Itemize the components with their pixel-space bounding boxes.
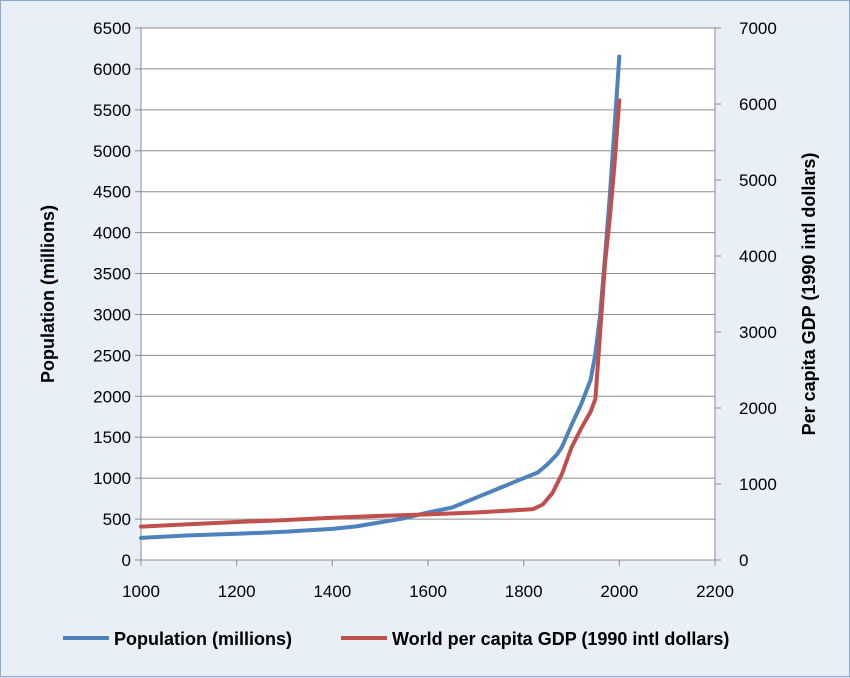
left-tick-label: 500 (103, 510, 131, 529)
right-tick-label: 4000 (739, 247, 777, 266)
right-tick-label: 6000 (739, 95, 777, 114)
series-layer (139, 54, 622, 540)
left-tick-label: 2500 (93, 346, 131, 365)
x-axis-ticks: 1000 1200 1400 1600 1800 2000 2200 (122, 560, 734, 601)
x-tick-label: 1400 (313, 582, 351, 601)
right-tick-label: 3000 (739, 323, 777, 342)
left-tick-label: 6000 (93, 60, 131, 79)
x-tick-label: 1800 (505, 582, 543, 601)
x-tick-label: 2200 (696, 582, 734, 601)
legend-label-population: Population (millions) (114, 629, 292, 649)
right-axis-title: Per capita GDP (1990 intl dollars) (799, 153, 819, 436)
left-tick-label: 5500 (93, 101, 131, 120)
x-tick-label: 1200 (218, 582, 256, 601)
legend-label-gdp: World per capita GDP (1990 intl dollars) (392, 629, 729, 649)
left-tick-label: 1500 (93, 428, 131, 447)
x-tick-label: 1600 (409, 582, 447, 601)
right-axis-ticks: 0 1000 2000 3000 4000 5000 6000 7000 (715, 19, 777, 570)
right-tick-label: 7000 (739, 19, 777, 38)
right-tick-label: 2000 (739, 399, 777, 418)
right-tick-label: 1000 (739, 475, 777, 494)
right-tick-label: 0 (739, 551, 748, 570)
legend: Population (millions) World per capita G… (63, 629, 729, 649)
series-line-gdp (139, 98, 622, 529)
left-axis-title: Population (millions) (38, 205, 58, 383)
plot-area (140, 27, 716, 561)
left-tick-label: 5000 (93, 142, 131, 161)
left-tick-label: 4500 (93, 183, 131, 202)
left-tick-label: 1000 (93, 469, 131, 488)
left-tick-label: 2000 (93, 387, 131, 406)
left-tick-label: 4000 (93, 224, 131, 243)
x-tick-label: 2000 (600, 582, 638, 601)
left-tick-label: 6500 (93, 19, 131, 38)
left-tick-label: 0 (122, 551, 131, 570)
right-tick-label: 5000 (739, 171, 777, 190)
left-tick-label: 3500 (93, 265, 131, 284)
left-axis-ticks: 0 500 1000 1500 2000 2500 3000 3500 4000 4500 5000… (93, 19, 141, 570)
x-tick-label: 1000 (122, 582, 160, 601)
left-tick-label: 3000 (93, 305, 131, 324)
